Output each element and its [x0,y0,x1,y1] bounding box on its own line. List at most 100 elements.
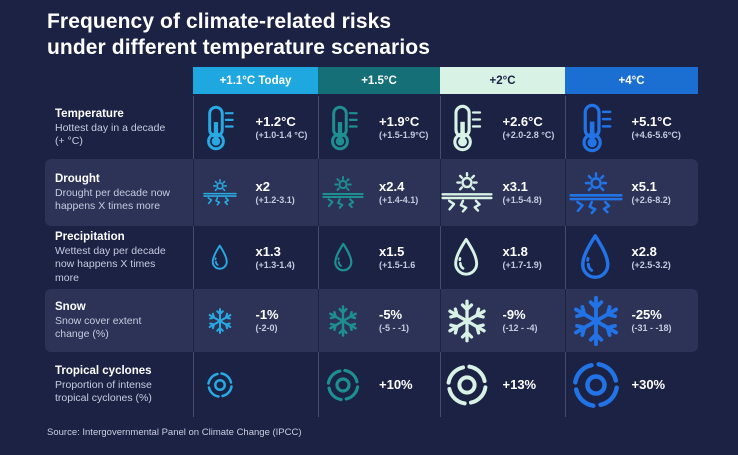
drought-icon [568,169,623,217]
cell-value: +30% [631,376,666,392]
cell-precipitation-today: x1.3 (+1.3-1.4) [193,226,318,290]
cell-drought-4c: x5.1 (+2.6-8.2) [565,159,698,227]
row-snow: Snow Snow cover extent change (%) -1% (-2… [45,289,698,353]
header-spacer [45,67,193,94]
scenario-header-row: +1.1°C Today +1.5°C +2°C +4°C [45,67,698,95]
cell-value: +1.9°C [379,113,420,129]
cell-range: (-2-0) [255,323,278,333]
row-label-precipitation: Precipitation Wettest day per decade now… [45,226,193,289]
cyclone-icon [193,370,247,400]
raindrop-icon [440,237,494,279]
row-title: Temperature [55,107,124,120]
row-precipitation: Precipitation Wettest day per decade now… [45,226,698,290]
cyclone-icon [569,356,623,414]
cell-value: +2.6°C [502,113,543,129]
cell-value: +1.2°C [255,113,296,129]
cell-range: (-31 - -18) [631,323,672,333]
infographic-table: +1.1°C Today +1.5°C +2°C +4°C Temperatur… [45,67,698,418]
drought-icon [193,179,247,206]
cell-drought-2c: x3.1 (+1.5-4.8) [440,159,565,227]
cell-snow-2c: -9% (-12 - -4) [440,289,565,353]
cell-range: (+1.2-3.1) [255,195,295,205]
row-title: Snow [55,300,86,313]
cell-range: (+4.6-5.6°C) [631,130,681,140]
cell-range: (+1.5-1.9°C) [379,130,429,140]
cell-range: (+1.7-1.9) [502,260,542,270]
cell-range: (+2.5-3.2) [631,260,671,270]
cell-range: (+2.0-2.8 °C) [502,130,555,140]
cell-range: (+1.5-1.6 [379,260,416,270]
cell-range: (-5 - -1) [379,323,409,333]
row-label-tropical-cyclones: Tropical cyclones Proportion of intense … [45,352,193,417]
thermometer-icon [440,104,494,152]
cell-value: x1.3 [255,243,281,259]
row-label-temperature: Temperature Hottest day in a decade (+ °… [45,96,193,159]
cell-value: +10% [379,376,413,392]
cell-temperature-today: +1.2°C (+1.0-1.4 °C) [193,96,318,160]
row-label-snow: Snow Snow cover extent change (%) [45,289,193,352]
thermometer-icon [569,103,623,153]
row-description: Hottest day in a decade (+ °C) [55,121,166,148]
cell-value: x2.8 [631,243,657,259]
cell-value: +5.1°C [631,113,672,129]
row-title: Drought [55,172,100,185]
cell-temperature-2c: +2.6°C (+2.0-2.8 °C) [440,96,565,160]
cell-range: (+2.6-8.2) [631,195,671,205]
cyclone-icon [316,366,370,404]
snowflake-icon [569,294,623,348]
cell-range: (+1.0-1.4 °C) [255,130,308,140]
row-description: Snow cover extent change (%) [55,314,142,341]
cell-snow-1-5c: -5% (-5 - -1) [316,289,440,353]
raindrop-icon [193,244,247,272]
drought-icon [316,176,370,210]
cell-value: -9% [502,306,526,322]
row-label-drought: Drought Drought per decade now happens X… [45,159,193,226]
column-header-today: +1.1°C Today [193,67,318,95]
cell-value: +13% [502,376,537,392]
cell-range: (+1.5-4.8) [502,195,542,205]
cell-value: x2 [255,178,270,194]
cell-value: -1% [255,306,279,322]
cell-precipitation-2c: x1.8 (+1.7-1.9) [440,226,565,290]
column-header-2c: +2°C [440,67,565,95]
page-title: Frequency of climate-related risks under… [47,10,430,59]
row-title: Tropical cyclones [55,364,152,377]
thermometer-icon [193,105,247,151]
row-temperature: Temperature Hottest day in a decade (+ °… [45,96,698,160]
cell-cyclones-1-5c: +10% [316,352,440,418]
cell-value: x5.1 [631,178,657,194]
snowflake-icon [193,307,247,335]
row-description: Drought per decade now happens X times m… [55,186,170,213]
source-text: Source: Intergovernmental Panel on Clima… [47,427,302,439]
cell-value: x1.8 [502,243,528,259]
column-header-1-5c: +1.5°C [318,67,440,95]
cell-value: -5% [379,306,403,322]
cell-value: x3.1 [502,178,528,194]
cell-temperature-4c: +5.1°C (+4.6-5.6°C) [565,96,698,160]
row-drought: Drought Drought per decade now happens X… [45,159,698,227]
cell-snow-today: -1% (-2-0) [193,289,318,353]
cell-value: x2.4 [379,178,405,194]
cell-cyclones-today [193,352,318,418]
cell-range: (+1.3-1.4) [255,260,295,270]
snowflake-icon [440,298,494,344]
column-header-4c: +4°C [565,67,698,95]
row-description: Wettest day per decade now happens X tim… [55,245,166,284]
cell-temperature-1-5c: +1.9°C (+1.5-1.9°C) [316,96,440,160]
cyclone-icon [440,361,494,409]
snowflake-icon [316,304,370,338]
cell-drought-today: x2 (+1.2-3.1) [193,159,318,227]
row-tropical-cyclones: Tropical cyclones Proportion of intense … [45,352,698,418]
cell-range: (-12 - -4) [502,323,538,333]
raindrop-icon [316,242,370,274]
cell-precipitation-4c: x2.8 (+2.5-3.2) [565,226,698,290]
cell-snow-4c: -25% (-31 - -18) [565,289,698,353]
raindrop-icon [569,233,623,283]
cell-cyclones-2c: +13% [440,352,565,418]
row-description: Proportion of intense tropical cyclones … [55,378,152,405]
thermometer-icon [316,105,370,151]
cell-drought-1-5c: x2.4 (+1.4-4.1) [316,159,440,227]
drought-icon [440,172,494,214]
cell-value: -25% [631,306,662,322]
